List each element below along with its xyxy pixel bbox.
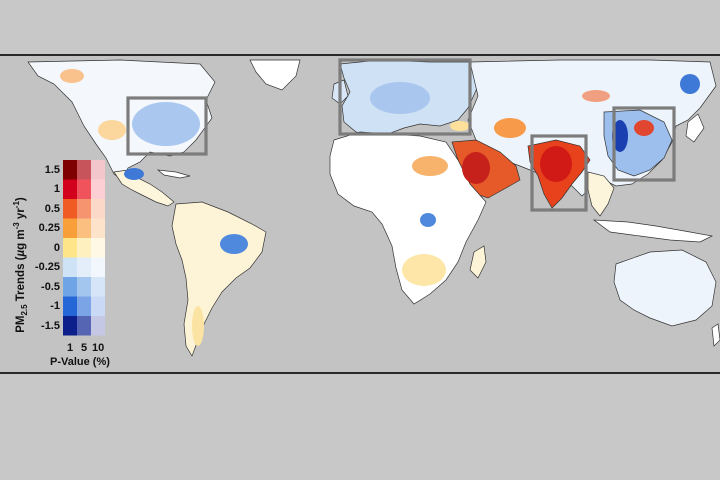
trend-patch-chile-yellow	[192, 306, 204, 346]
trend-patch-europe-blue	[370, 82, 430, 114]
trend-patch-russia-blue	[680, 74, 700, 94]
legend-cell-0-1	[77, 160, 91, 180]
legend-cell-8-2	[91, 316, 105, 336]
land-japan	[685, 113, 705, 143]
land-new-zealand	[711, 323, 720, 347]
trend-patch-africa-south-yellow	[402, 254, 446, 286]
legend-cell-7-1	[77, 296, 91, 316]
legend-cell-8-1	[77, 316, 91, 336]
legend-p-value-label: 5	[80, 342, 88, 354]
legend-p-title: P-Value (%)	[50, 356, 110, 368]
legend-cell-1-1	[77, 179, 91, 199]
box-india	[530, 134, 588, 212]
legend: PM2.5 Trends (µg m-3 yr-1) 1.5 1 0.5 0.25 0 -…	[8, 160, 110, 372]
land-australia	[613, 249, 717, 327]
trend-patch-arabia-red	[462, 152, 490, 184]
legend-tick-label: 1.5	[44, 163, 60, 176]
legend-cell-2-1	[77, 199, 91, 219]
legend-tick-label: -0.5	[41, 280, 60, 293]
legend-cell-7-0	[63, 296, 77, 316]
legend-cell-3-2	[91, 218, 105, 238]
legend-tick-label: -0.25	[34, 261, 60, 274]
trend-patch-turkey-yellow	[450, 121, 470, 131]
legend-cell-0-0	[63, 160, 77, 180]
land-indonesia	[592, 219, 714, 243]
trend-patch-alaska-orange	[60, 69, 84, 83]
legend-cell-1-2	[91, 179, 105, 199]
legend-cell-8-0	[63, 316, 77, 336]
land-southeast-asia	[587, 171, 615, 217]
trend-patch-mongolia-red	[582, 90, 610, 102]
legend-color-grid	[63, 160, 105, 336]
land-greenland	[249, 59, 301, 91]
trend-patch-mexico-blue	[124, 168, 144, 180]
box-east-china	[612, 106, 676, 182]
legend-cell-5-1	[77, 257, 91, 277]
box-eastern-us	[126, 96, 208, 156]
land-north-america	[27, 59, 216, 181]
legend-cell-6-1	[77, 277, 91, 297]
legend-tick-label: 1	[53, 183, 60, 196]
land-cuba	[156, 169, 191, 179]
world-map	[27, 58, 720, 357]
legend-tick-label: 0	[53, 241, 60, 254]
legend-cell-4-1	[77, 238, 91, 258]
legend-cell-6-2	[91, 277, 105, 297]
legend-tick-label: 0.25	[38, 222, 60, 235]
legend-cell-1-0	[63, 179, 77, 199]
map-panel: PM2.5 Trends (µg m-3 yr-1) 1.5 1 0.5 0.25 0 -…	[0, 54, 720, 374]
trend-patch-china-red	[634, 120, 654, 136]
legend-p-value-label: 10	[92, 342, 105, 354]
legend-tick-label: -1	[50, 300, 60, 313]
trend-patch-iran-orange	[494, 118, 526, 138]
legend-p-value-label: 1	[66, 342, 74, 354]
legend-cell-2-2	[91, 199, 105, 219]
legend-cell-3-0	[63, 218, 77, 238]
trend-patch-india-red	[540, 146, 572, 182]
legend-cell-6-0	[63, 277, 77, 297]
trend-patch-africa-central-blue	[420, 213, 436, 227]
legend-cell-0-2	[91, 160, 105, 180]
land-south-america	[171, 201, 267, 357]
legend-tick-label: -1.5	[41, 319, 60, 332]
legend-cell-4-0	[63, 238, 77, 258]
legend-cell-3-1	[77, 218, 91, 238]
legend-cell-5-0	[63, 257, 77, 277]
legend-tick-label: 0.5	[44, 202, 60, 215]
box-europe	[338, 58, 472, 136]
land-madagascar	[469, 245, 487, 279]
legend-cell-7-2	[91, 296, 105, 316]
legend-cell-2-0	[63, 199, 77, 219]
legend-cell-4-2	[91, 238, 105, 258]
trend-patch-us-orange	[98, 120, 126, 140]
trend-patch-africa-north-orange	[412, 156, 448, 176]
trend-patch-amazon-blue	[220, 234, 248, 254]
legend-cell-5-2	[91, 257, 105, 277]
trend-patch-china-dark-blue	[612, 120, 628, 152]
legend-title: PM2.5 Trends (µg m-3 yr-1)	[12, 197, 30, 333]
trend-patch-us-blue	[132, 102, 200, 146]
land-africa	[329, 131, 487, 305]
